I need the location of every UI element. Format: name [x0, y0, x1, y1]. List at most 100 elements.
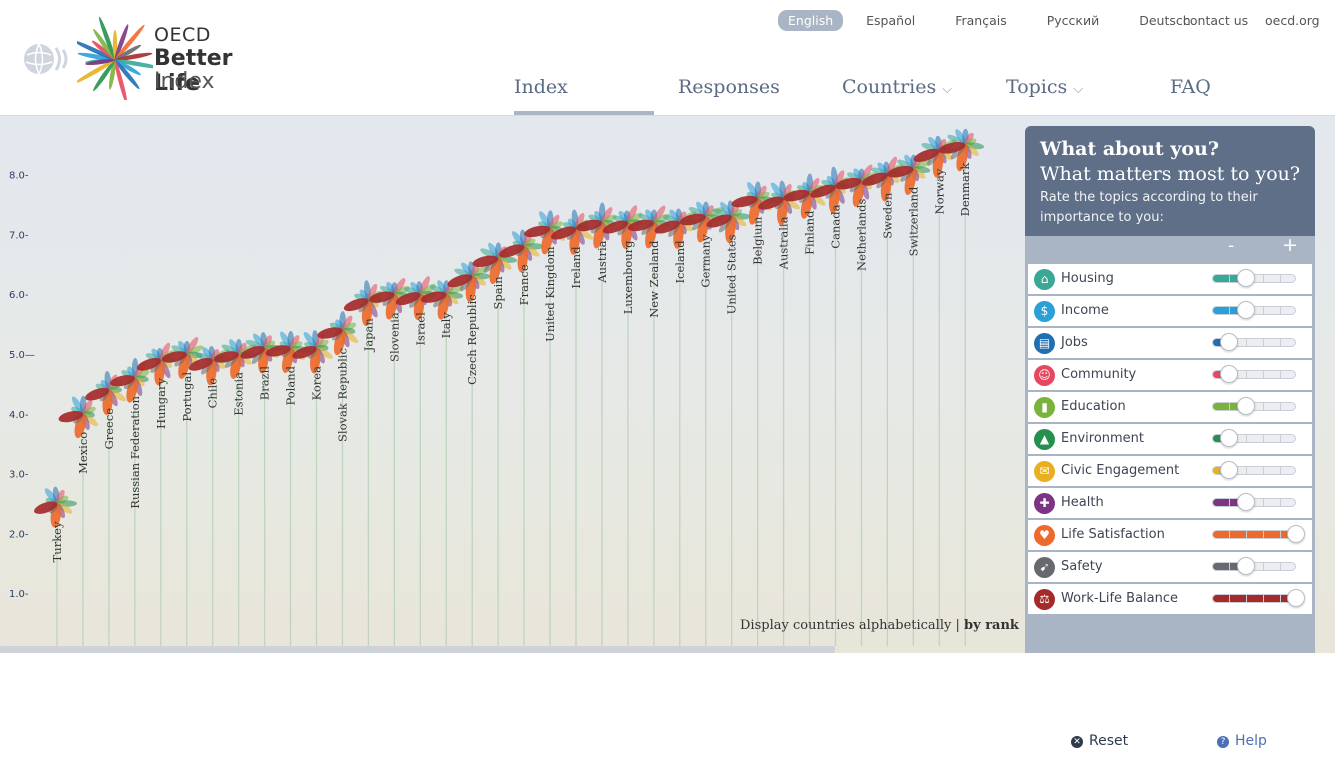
slider-ticks [1213, 467, 1295, 474]
topic-row-income: $ Income [1028, 296, 1312, 326]
slider-thumb[interactable] [1237, 301, 1255, 319]
nav-topics[interactable]: Topics ⌵ [1006, 76, 1083, 115]
country-flower[interactable]: Russian Federation [109, 357, 151, 646]
country-flower[interactable]: Estonia [213, 338, 258, 646]
panel-description: Rate the topics according to their impor… [1040, 190, 1258, 225]
lang-english[interactable]: English [778, 10, 844, 31]
country-flower[interactable]: Canada [809, 166, 851, 646]
country-label: Netherlands [854, 198, 868, 271]
slider-thumb[interactable] [1237, 557, 1255, 575]
flower-petal [758, 196, 784, 210]
flower-petal [317, 327, 343, 339]
logo-line1: OECD [154, 24, 211, 46]
slider-thumb[interactable] [1220, 461, 1238, 479]
chevron-down-icon: ⌵ [1073, 82, 1084, 97]
slider-thumb[interactable] [1220, 365, 1238, 383]
logo-petal [114, 24, 145, 61]
logo-line3: Index [154, 69, 215, 94]
country-flower[interactable]: Greece [84, 370, 128, 646]
contact-link[interactable]: contact us [1183, 13, 1249, 28]
country-flower[interactable]: Portugal [161, 335, 205, 646]
slider-thumb[interactable] [1220, 333, 1238, 351]
country-flower[interactable]: New Zealand [627, 204, 672, 646]
country-flower[interactable]: Poland [265, 330, 311, 646]
lang-francais[interactable]: Français [955, 13, 1007, 28]
country-flower[interactable]: Turkey [33, 486, 77, 646]
display-alphabetically-link[interactable]: Display countries alphabetically [740, 618, 952, 633]
lang-espanol[interactable]: Español [866, 13, 916, 28]
slider-thumb[interactable] [1237, 397, 1255, 415]
country-label: Ireland [569, 246, 583, 289]
country-flower[interactable]: Switzerland [886, 153, 932, 646]
topic-label: Civic Engagement [1061, 463, 1180, 478]
nav-index[interactable]: Index [514, 76, 654, 115]
country-label: New Zealand [647, 240, 661, 318]
country-flower[interactable]: Sweden [860, 155, 904, 646]
country-flower[interactable]: Australia [757, 180, 802, 646]
slider-thumb[interactable] [1220, 429, 1238, 447]
country-label: Brazil [258, 366, 272, 401]
logo-petal [114, 59, 153, 69]
logo-petal [114, 44, 142, 61]
country-flower[interactable]: Slovak Republic [316, 311, 360, 646]
topic-label: Housing [1061, 271, 1114, 286]
topic-row-jobs: ▤ Jobs [1028, 328, 1312, 358]
country-flower[interactable]: Czech Republic [446, 261, 491, 646]
country-flower[interactable]: Italy [420, 279, 465, 646]
topic-slider[interactable] [1212, 530, 1296, 539]
country-label: Luxembourg [621, 240, 635, 314]
country-label: Poland [284, 365, 298, 405]
nav-faq[interactable]: FAQ [1170, 76, 1211, 115]
flower-petal [186, 337, 199, 355]
close-icon: ✕ [1071, 736, 1083, 748]
country-label: Estonia [232, 372, 246, 416]
country-flower[interactable]: France [498, 229, 545, 646]
slider-thumb[interactable] [1237, 493, 1255, 511]
flower-petal [58, 410, 84, 423]
country-label: Switzerland [906, 186, 920, 256]
country-label: Italy [439, 312, 453, 339]
help-button[interactable]: ? Help [1217, 733, 1267, 749]
slider-thumb[interactable] [1287, 589, 1305, 607]
flower-petal [110, 375, 135, 387]
preferences-panel: What about you? What matters most to you… [1025, 126, 1315, 749]
country-label: Australia [777, 216, 791, 270]
nav-countries[interactable]: Countries ⌵ [842, 76, 952, 115]
country-flower[interactable]: Korea [291, 330, 335, 646]
country-flower[interactable]: Slovenia [368, 277, 411, 646]
flower-petal [85, 387, 110, 401]
country-flower[interactable]: United Kingdom [523, 210, 567, 646]
nav-responses[interactable]: Responses [678, 76, 780, 115]
slider-thumb[interactable] [1237, 269, 1255, 287]
country-flower[interactable]: Mexico [57, 395, 99, 646]
display-by-rank-link[interactable]: by rank [964, 618, 1019, 633]
oecd-link[interactable]: oecd.org [1265, 13, 1320, 28]
country-label: Slovak Republic [335, 348, 349, 442]
lang-deutsch[interactable]: Deutsch [1139, 13, 1191, 28]
logo[interactable]: OECD Better Life Index [22, 2, 272, 102]
country-flower[interactable]: Finland [782, 173, 827, 646]
country-flower[interactable]: Austria [575, 202, 618, 646]
country-label: Czech Republic [465, 294, 479, 385]
topic-label: Jobs [1061, 335, 1088, 350]
nav-topics-label: Topics [1006, 76, 1068, 98]
envelope-icon: ✉ [1034, 461, 1055, 482]
slider-thumb[interactable] [1287, 525, 1305, 543]
country-label: Japan [361, 318, 375, 353]
cross-icon: ✚ [1034, 493, 1055, 514]
reset-button[interactable]: ✕ Reset [1071, 733, 1128, 749]
logo-petal [93, 28, 116, 61]
country-flower[interactable]: Denmark [938, 128, 985, 646]
scale-minus-label: - [1228, 236, 1235, 256]
flower-petal [108, 389, 127, 402]
people-icon: ☺ [1034, 365, 1055, 386]
topic-label: Environment [1061, 431, 1145, 446]
flower-petal [499, 244, 525, 258]
horizontal-scrollbar[interactable] [0, 646, 835, 653]
lang-russian[interactable]: Русский [1046, 13, 1100, 28]
country-flower[interactable]: Hungary [135, 342, 177, 646]
reset-label: Reset [1089, 733, 1129, 749]
flower-petal [938, 142, 966, 154]
country-label: Korea [310, 366, 324, 401]
topic-slider[interactable] [1212, 594, 1296, 603]
